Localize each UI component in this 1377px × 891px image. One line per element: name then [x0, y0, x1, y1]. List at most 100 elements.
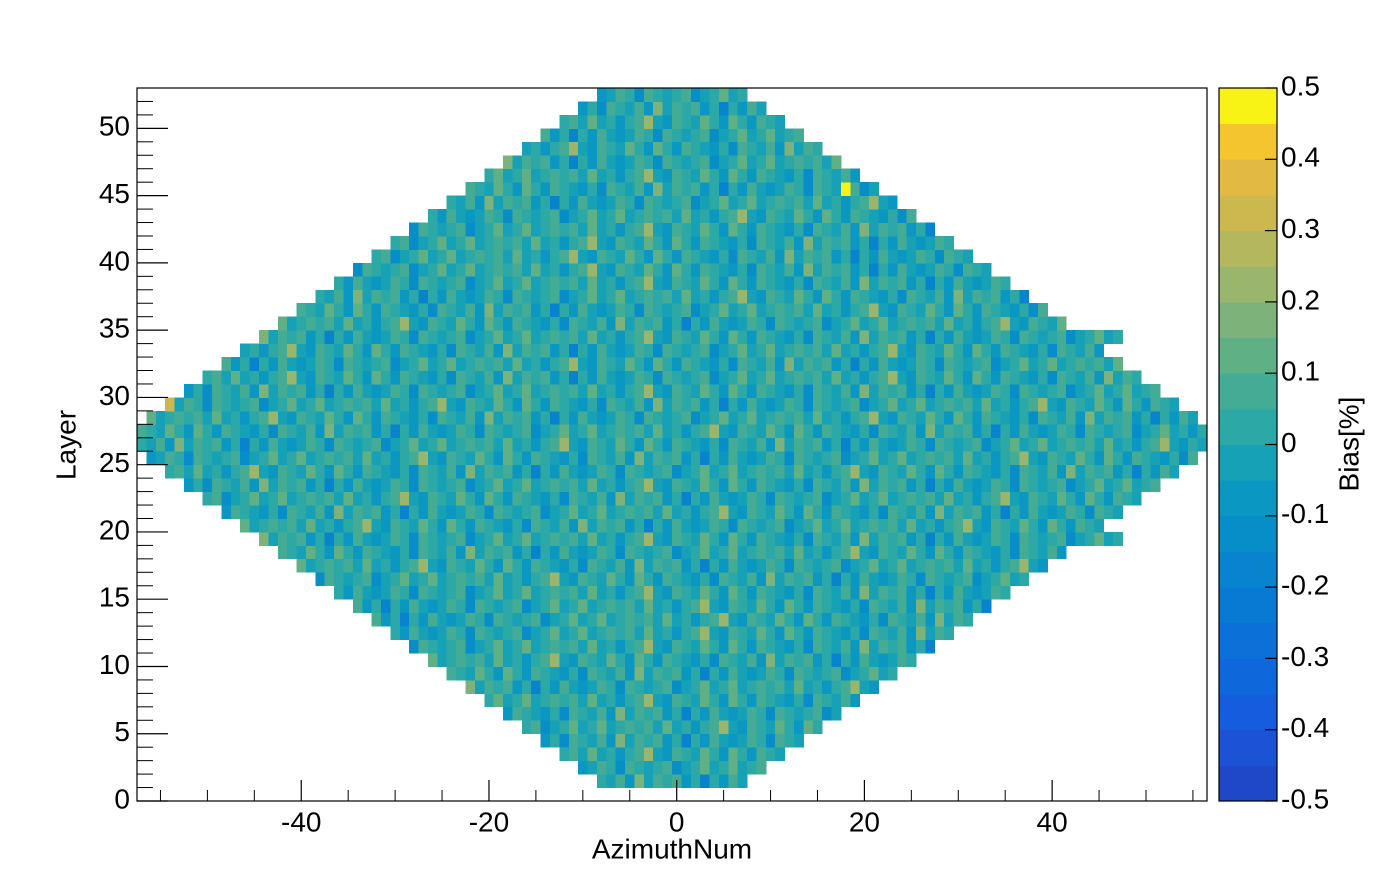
heatmap-cell — [737, 451, 748, 466]
heatmap-cell — [991, 289, 1001, 304]
heatmap-cell — [643, 747, 654, 762]
heatmap-cell — [465, 357, 476, 371]
heatmap-cell — [334, 518, 344, 533]
heatmap-cell — [991, 410, 1001, 425]
heatmap-cell — [672, 235, 682, 250]
heatmap-cell — [1047, 437, 1058, 452]
heatmap-cell — [212, 410, 222, 425]
heatmap-cell — [812, 397, 823, 412]
heatmap-cell — [362, 451, 373, 466]
heatmap-cell — [1038, 343, 1048, 358]
heatmap-cell — [775, 209, 786, 223]
heatmap-cell — [747, 733, 757, 748]
heatmap-cell — [747, 289, 757, 304]
heatmap-cell — [906, 545, 917, 560]
heatmap-cell — [747, 370, 757, 385]
heatmap-cell — [672, 585, 682, 600]
heatmap-cell — [578, 558, 588, 573]
heatmap-cell — [765, 464, 776, 479]
heatmap-cell — [587, 720, 598, 735]
heatmap-cell — [531, 330, 541, 345]
heatmap-cell — [549, 572, 560, 587]
heatmap-cell — [221, 505, 232, 519]
heatmap-cell — [803, 357, 814, 371]
heatmap-cell — [962, 531, 973, 546]
heatmap-cell — [1038, 505, 1048, 519]
heatmap-cell — [747, 410, 757, 425]
heatmap-cell — [559, 679, 570, 694]
heatmap-cell — [822, 505, 832, 519]
heatmap-cell — [765, 141, 776, 156]
heatmap-cell — [700, 437, 710, 452]
heatmap-cell — [690, 491, 701, 506]
heatmap-cell — [587, 383, 598, 398]
heatmap-cell — [390, 235, 401, 250]
heatmap-cell — [944, 612, 954, 627]
heatmap-cell — [625, 505, 635, 519]
heatmap-cell — [521, 397, 532, 412]
heatmap-cell — [606, 478, 617, 492]
heatmap-cell — [1019, 518, 1030, 533]
heatmap-cell — [268, 531, 279, 546]
heatmap-cell — [615, 316, 626, 331]
heatmap-cell — [559, 182, 570, 197]
heatmap-cell — [925, 343, 936, 358]
heatmap-cell — [878, 343, 889, 358]
heatmap-cell — [625, 343, 635, 358]
heatmap-cell — [794, 222, 804, 237]
heatmap-cell — [1056, 518, 1067, 533]
heatmap-cell — [399, 343, 410, 358]
heatmap-cell — [465, 222, 476, 237]
heatmap-cell — [493, 639, 504, 654]
heatmap-cell — [812, 585, 823, 600]
heatmap-cell — [559, 410, 570, 425]
heatmap-cell — [831, 706, 842, 721]
heatmap-cell — [371, 545, 382, 560]
heatmap-cell — [690, 168, 701, 183]
heatmap-cell — [568, 720, 579, 735]
heatmap-cell — [700, 774, 710, 788]
heatmap-cell — [399, 303, 410, 318]
heatmap-cell — [962, 370, 973, 385]
heatmap-cell — [427, 531, 438, 546]
heatmap-cell — [953, 276, 964, 291]
heatmap-cell — [737, 168, 748, 183]
heatmap-cell — [606, 531, 617, 546]
heatmap-cell — [840, 410, 851, 425]
color-band — [1219, 729, 1277, 766]
heatmap-cell — [859, 289, 870, 304]
heatmap-cell — [972, 343, 983, 358]
heatmap-cell — [662, 706, 673, 721]
heatmap-cell — [756, 706, 767, 721]
heatmap-cell — [700, 451, 710, 466]
x-tick-label: -20 — [469, 806, 509, 837]
heatmap-cell — [747, 114, 757, 129]
heatmap-cell — [859, 357, 870, 371]
heatmap-cell — [634, 545, 645, 560]
heatmap-cell — [925, 558, 936, 573]
heatmap-cell — [1084, 464, 1095, 479]
heatmap-cell — [625, 316, 635, 331]
heatmap-cell — [1150, 410, 1161, 425]
heatmap-cell — [456, 545, 466, 560]
heatmap-cell — [981, 518, 992, 533]
heatmap-cell — [718, 760, 729, 775]
color-band — [1219, 444, 1277, 481]
heatmap-cell — [634, 693, 645, 708]
heatmap-cell — [596, 639, 607, 654]
heatmap-cell — [690, 639, 701, 654]
heatmap-cell — [596, 626, 607, 640]
heatmap-cell — [1009, 424, 1020, 439]
heatmap-cell — [803, 209, 814, 223]
heatmap-cell — [737, 653, 748, 667]
heatmap-cell — [906, 585, 917, 600]
heatmap-cell — [672, 195, 682, 210]
heatmap-cell — [850, 693, 861, 708]
heatmap-cell — [869, 464, 879, 479]
heatmap-cell — [831, 451, 842, 466]
heatmap-cell — [596, 249, 607, 264]
heatmap-cell — [850, 235, 861, 250]
heatmap-cell — [859, 451, 870, 466]
heatmap-cell — [296, 357, 307, 371]
heatmap-cell — [427, 626, 438, 640]
